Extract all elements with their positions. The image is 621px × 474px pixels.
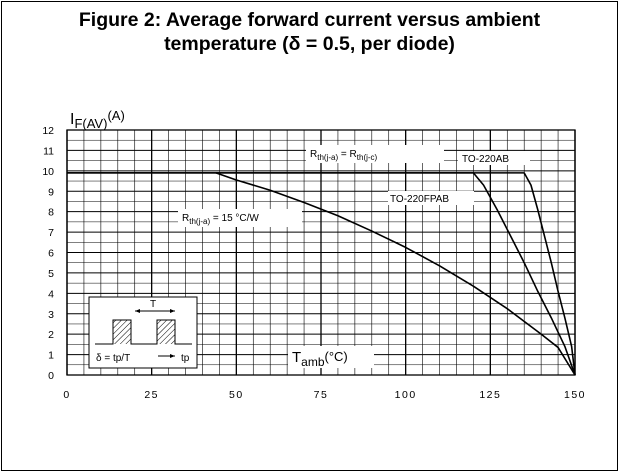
y-axis-label-sub: F(AV) xyxy=(74,116,107,131)
rth-eq-a: R xyxy=(310,149,317,160)
rth15-label: Rth(j-a) = 15 °C/W xyxy=(182,213,259,226)
to220ab-bg xyxy=(458,151,530,165)
x-tick-label: 50 xyxy=(229,389,244,401)
x-tick-label: 0 xyxy=(63,389,70,401)
series-line-1 xyxy=(67,172,576,376)
y-axis-label-main: I xyxy=(70,111,74,128)
inset-tp-label: tp xyxy=(181,353,190,364)
plot-border xyxy=(66,129,576,376)
inset-box xyxy=(88,296,198,369)
x-axis-label: Tamb(°C) xyxy=(292,349,348,369)
figure-title: Figure 2: Average forward current versus… xyxy=(0,8,619,56)
rth-eq-b: R xyxy=(350,149,357,160)
x-axis-label-unit: (°C) xyxy=(325,349,348,364)
rth-eq-b-sub: th(j-c) xyxy=(357,153,378,162)
y-tick-label: 6 xyxy=(48,248,54,260)
inset-pulse-2 xyxy=(157,320,175,344)
y-tick-label: 9 xyxy=(48,186,54,198)
x-tick-label: 75 xyxy=(314,389,329,401)
to220fpab-bg xyxy=(388,191,474,205)
x-tick-label: 150 xyxy=(564,389,586,401)
x-tick-label: 125 xyxy=(479,389,501,401)
rth-eq-bg xyxy=(306,145,444,163)
rth-eq-sign: = xyxy=(338,149,349,160)
x-axis-label-bg xyxy=(288,346,374,368)
y-tick-label: 3 xyxy=(48,309,54,321)
to220fpab-label: TO-220FPAB xyxy=(390,194,449,205)
y-tick-label: 8 xyxy=(48,207,54,219)
title-line-1: Figure 2: Average forward current versus… xyxy=(78,9,541,31)
y-axis-label: IF(AV)(A) xyxy=(70,108,125,131)
y-tick-label: 10 xyxy=(42,166,54,178)
y-axis-label-unit: (A) xyxy=(107,108,124,123)
x-axis-label-main: T xyxy=(292,349,301,366)
y-tick-label: 1 xyxy=(48,350,54,362)
to220ab-label: TO-220AB xyxy=(462,154,509,165)
y-tick-label: 5 xyxy=(48,268,54,280)
y-tick-label: 11 xyxy=(43,145,54,157)
inset-period-label: T xyxy=(150,299,156,310)
duty-cycle-inset: T δ = tp/T tp xyxy=(88,296,198,369)
series-line-2 xyxy=(67,172,576,376)
rth-eq-label: Rth(j-a) = Rth(j-c) xyxy=(310,149,378,162)
y-tick-label: 4 xyxy=(48,288,54,300)
rth-eq-a-sub: th(j-a) xyxy=(317,153,338,162)
y-tick-label: 12 xyxy=(42,125,54,137)
title-line-2: temperature (δ = 0.5, per diode) xyxy=(164,33,455,55)
x-axis-label-sub: amb xyxy=(301,355,325,369)
inset-duty-label: δ = tp/T xyxy=(96,353,130,364)
rth15-a-sub: th(j-a) xyxy=(189,217,210,226)
rth15-bg xyxy=(178,209,302,227)
rth15-a: R xyxy=(182,213,189,224)
curves xyxy=(67,172,576,376)
y-tick-label: 0 xyxy=(48,370,54,382)
y-tick-label: 7 xyxy=(48,227,54,239)
x-tick-label: 25 xyxy=(144,389,159,401)
y-tick-label: 2 xyxy=(48,329,54,341)
rth15-rest: = 15 °C/W xyxy=(210,213,259,224)
series-line-3 xyxy=(215,172,576,376)
grid-major xyxy=(66,129,576,376)
inset-pulse-1 xyxy=(113,320,131,344)
x-tick-label: 100 xyxy=(395,389,417,401)
